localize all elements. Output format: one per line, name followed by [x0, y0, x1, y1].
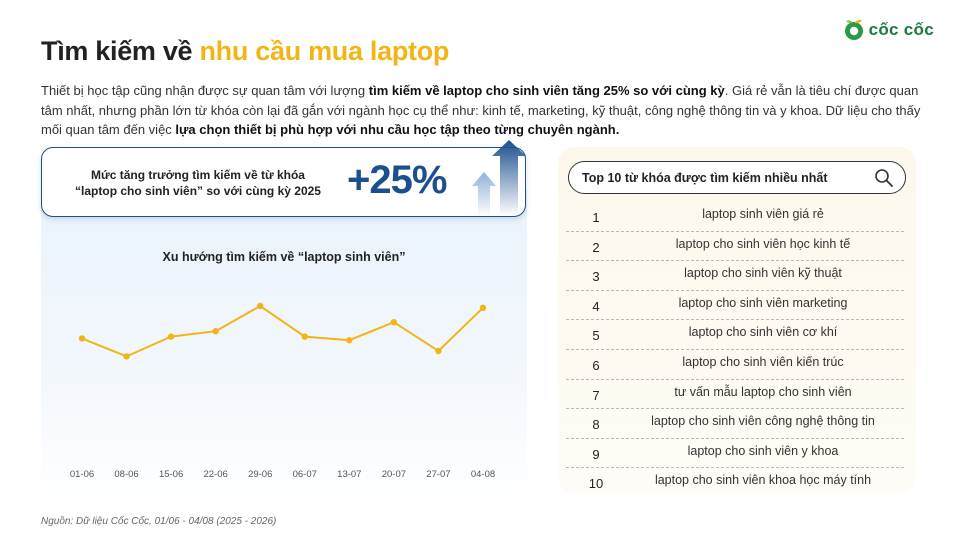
intro-text-1: Thiết bị học tập cũng nhận được sự quan … — [41, 83, 369, 98]
x-tick-label: 27-07 — [426, 469, 450, 480]
keyword-row: 2 laptop cho sinh viên học kinh tế — [566, 232, 904, 262]
search-trend-line-chart: 01-06 08-06 15-06 22-06 29-06 06-07 13-07 20-07… — [70, 302, 495, 480]
growth-arrows-icon — [472, 140, 526, 216]
keyword-row: 7 tư vấn mẫu laptop cho sinh viên — [566, 380, 904, 410]
top-keywords-list: 1 laptop sinh viên giá rẻ 2 laptop cho sin… — [566, 202, 904, 497]
keyword-text: laptop cho sinh viên khoa học máy tính — [654, 473, 872, 488]
stat-value: +25% — [347, 158, 447, 202]
trend-point — [257, 302, 264, 310]
trend-point — [212, 328, 219, 335]
keyword-rank: 6 — [592, 357, 600, 373]
keyword-text: laptop cho sinh viên học kinh tế — [675, 236, 851, 251]
keyword-rank: 7 — [592, 387, 600, 403]
growth-stat-card: Mức tăng trưởng tìm kiếm về từ khóa “lap… — [41, 147, 526, 217]
source-note: Nguồn: Dữ liệu Cốc Cốc, 01/06 - 04/08 (2… — [41, 516, 277, 527]
trend-line — [81, 304, 484, 358]
trend-point — [390, 319, 398, 326]
keyword-row: 10 laptop cho sinh viên khoa học máy tính — [566, 468, 904, 497]
stat-description: Mức tăng trưởng tìm kiếm về từ khóa “lap… — [60, 167, 336, 199]
keyword-rank: 5 — [592, 328, 600, 344]
keyword-row: 5 laptop cho sinh viên cơ khí — [566, 320, 904, 350]
coccoc-logo: cốc cốc — [843, 19, 934, 41]
keyword-row: 4 laptop cho sinh viên marketing — [566, 291, 904, 321]
trend-point — [123, 353, 130, 360]
keyword-row: 6 laptop cho sinh viên kiến trúc — [566, 350, 904, 380]
keyword-rank: 1 — [592, 210, 600, 225]
x-tick-label: 20-07 — [382, 469, 406, 480]
keyword-rank: 8 — [592, 417, 600, 433]
chart-panel — [41, 190, 527, 510]
intro-bold-2: lựa chọn thiết bị phù hợp với nhu cầu họ… — [175, 122, 620, 137]
x-tick-label: 29-06 — [248, 469, 272, 480]
keyword-rank: 3 — [592, 269, 600, 285]
keyword-text: laptop cho sinh viên cơ khí — [688, 325, 838, 340]
keyword-rank: 4 — [592, 298, 600, 314]
x-tick-label: 22-06 — [204, 469, 228, 480]
title-main: Tìm kiếm về — [41, 36, 200, 66]
keyword-text: tư vấn mẫu laptop cho sinh viên — [674, 384, 852, 399]
keyword-row: 3 laptop cho sinh viên kỹ thuật — [566, 261, 904, 291]
keyword-text: laptop cho sinh viên y khoa — [687, 443, 839, 458]
trend-point — [78, 335, 86, 342]
keyword-text: laptop cho sinh viên công nghệ thông tin — [651, 414, 875, 429]
chart-title: Xu hướng tìm kiếm về “laptop sinh viên” — [162, 250, 406, 264]
keyword-row: 9 laptop cho sinh viên y khoa — [566, 439, 904, 469]
keyword-rank: 9 — [592, 446, 600, 462]
brand-name: cốc cốc — [868, 20, 934, 39]
x-tick-label: 06-07 — [293, 469, 317, 480]
intro-text-2: . Giá rẻ vẫn là tiêu chí được quan tâm n… — [41, 83, 921, 137]
trend-point — [167, 333, 175, 340]
title-accent: nhu cầu mua laptop — [199, 36, 450, 66]
keyword-text: laptop sinh viên giá rẻ — [702, 207, 824, 221]
coccoc-logo-icon — [844, 19, 863, 40]
keyword-rank: 10 — [588, 476, 604, 492]
trend-point — [346, 337, 353, 344]
stat-line-1: Mức tăng trưởng tìm kiếm về từ khóa — [91, 168, 305, 182]
top-keywords-title: Top 10 từ khóa được tìm kiếm nhiều nhất — [582, 171, 828, 185]
keyword-row: 1 laptop sinh viên giá rẻ — [566, 202, 904, 232]
trend-point — [435, 347, 442, 355]
keyword-text: laptop cho sinh viên marketing — [678, 295, 848, 310]
trend-point — [301, 333, 308, 340]
x-tick-label: 08-06 — [114, 469, 138, 480]
trend-point — [479, 304, 487, 311]
stat-line-2: “laptop cho sinh viên” so với cùng kỳ 20… — [75, 184, 321, 198]
keyword-text: laptop cho sinh viên kỹ thuật — [684, 266, 842, 281]
keyword-text: laptop cho sinh viên kiến trúc — [682, 354, 844, 369]
x-tick-label: 13-07 — [337, 469, 361, 480]
x-tick-label: 04-08 — [471, 469, 495, 480]
keyword-row: 8 laptop cho sinh viên công nghệ thông ti… — [566, 409, 904, 439]
x-tick-label: 15-06 — [159, 469, 183, 480]
top-keywords-search-bar: Top 10 từ khóa được tìm kiếm nhiều nhất — [568, 161, 906, 194]
keyword-rank: 2 — [592, 239, 600, 255]
search-icon — [875, 169, 893, 187]
intro-bold-1: tìm kiếm về laptop cho sinh viên tăng 25… — [368, 83, 725, 98]
x-tick-label: 01-06 — [70, 469, 94, 480]
intro-paragraph: Thiết bị học tập cũng nhận được sự quan … — [41, 81, 921, 140]
page-title: Tìm kiếm về nhu cầu mua laptop — [41, 36, 449, 67]
